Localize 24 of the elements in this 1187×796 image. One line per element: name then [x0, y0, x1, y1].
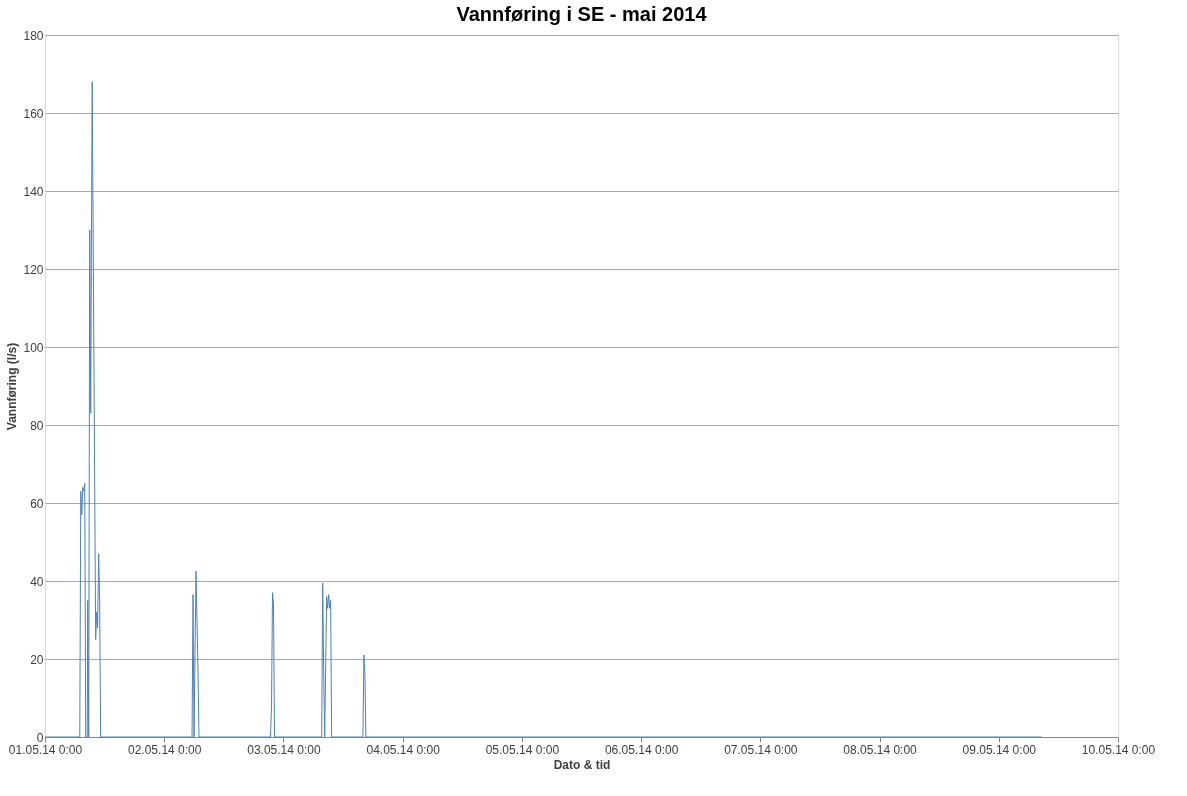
y-tick-label: 0 — [36, 730, 44, 745]
x-tick-label: 06.05.14 0:00 — [604, 742, 679, 757]
y-tick-label: 180 — [23, 28, 44, 43]
x-axis-title: Dato & tid — [553, 757, 611, 772]
y-tick-label: 100 — [23, 340, 44, 355]
line-series — [44, 81, 1042, 738]
x-tick-label: 09.05.14 0:00 — [962, 742, 1037, 757]
x-tick-label: 03.05.14 0:00 — [247, 742, 321, 757]
y-axis-title: Vannføring (l/s) — [5, 342, 20, 431]
y-tick-label: 40 — [30, 574, 44, 589]
chart-title: Vannføring i SE - mai 2014 — [456, 3, 708, 25]
y-tick-label: 140 — [23, 184, 44, 199]
x-tick-label: 02.05.14 0:00 — [128, 742, 202, 757]
x-tick-label: 07.05.14 0:00 — [724, 742, 798, 757]
x-tick-label: 04.05.14 0:00 — [366, 742, 441, 757]
y-tick-label: 60 — [30, 496, 44, 511]
x-tick-label: 10.05.14 0:00 — [1081, 742, 1156, 757]
x-tick-label: 08.05.14 0:00 — [843, 742, 918, 757]
y-tick-label: 80 — [30, 418, 44, 433]
x-tick-label: 01.05.14 0:00 — [8, 742, 83, 757]
y-tick-label: 20 — [30, 652, 44, 667]
x-tick-label: 05.05.14 0:00 — [485, 742, 560, 757]
y-tick-label: 120 — [23, 262, 44, 277]
y-tick-label: 160 — [23, 106, 44, 121]
